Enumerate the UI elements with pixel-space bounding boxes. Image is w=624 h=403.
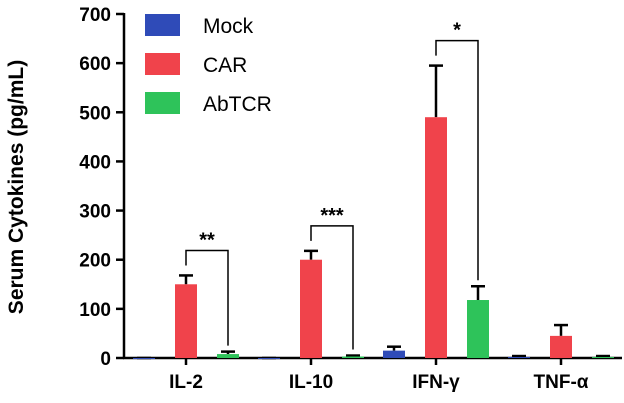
bar — [550, 335, 572, 358]
x-tick-label: IFN-γ — [412, 372, 460, 393]
bar — [175, 284, 197, 358]
significance-bracket — [185, 249, 229, 346]
significance-bracket — [310, 225, 354, 350]
legend-label: AbTCR — [203, 93, 272, 116]
bar — [133, 358, 155, 359]
significance-label: *** — [320, 205, 344, 227]
legend-swatch — [145, 53, 180, 75]
legend: Mock CAR AbTCR — [145, 14, 272, 116]
x-tick-label: IL-10 — [289, 372, 333, 393]
significance-label: ** — [199, 229, 215, 251]
legend-label: Mock — [203, 15, 254, 38]
y-tick-label: 600 — [79, 54, 111, 75]
bar — [217, 354, 239, 358]
bars — [133, 64, 614, 360]
y-tick-label: 300 — [79, 202, 111, 223]
y-tick-label: 0 — [100, 349, 111, 370]
bar — [592, 357, 614, 359]
bar — [383, 350, 405, 358]
y-tick-label: 500 — [79, 103, 111, 124]
y-axis-title: Serum Cytokines (pg/mL) — [5, 60, 28, 314]
legend-label: CAR — [203, 54, 247, 77]
legend-swatch — [145, 92, 180, 114]
significance-bracket — [435, 39, 479, 281]
significance-brackets: ****** — [185, 20, 479, 350]
y-tick-label: 400 — [79, 152, 111, 173]
bar — [300, 259, 322, 358]
legend-swatch — [145, 14, 180, 36]
x-tick-label: IL-2 — [169, 372, 203, 393]
bar — [508, 357, 530, 359]
x-tick-label: TNF-α — [534, 372, 589, 393]
significance-label: * — [453, 20, 461, 42]
y-tick-label: 700 — [79, 5, 111, 26]
axes: 0 100 200 300 400 500 600 700 IL-2 IL-10 IFN-γ TNF-… — [79, 5, 622, 393]
bar — [258, 358, 280, 359]
bar — [342, 356, 364, 358]
y-tick-label: 200 — [79, 251, 111, 272]
y-tick-label: 100 — [79, 300, 111, 321]
bar — [467, 300, 489, 358]
bar — [425, 117, 447, 358]
